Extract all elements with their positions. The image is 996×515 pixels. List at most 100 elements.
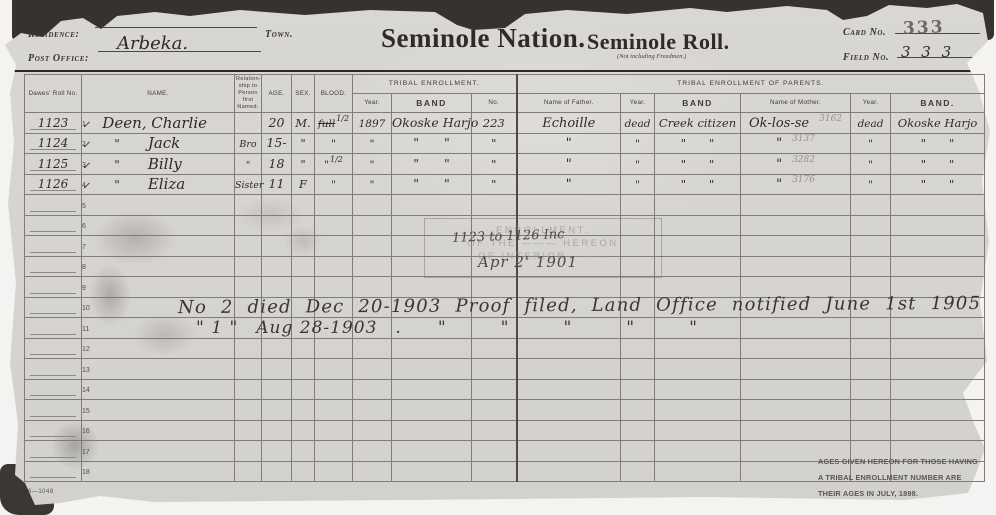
page-subtitle: Seminole Roll. <box>587 29 730 54</box>
cell-enroll-band <box>391 276 472 298</box>
cell-father-name: " <box>515 153 622 175</box>
cell-relationship <box>234 112 262 134</box>
cell-age <box>261 440 292 462</box>
cell-mother-name <box>740 419 852 441</box>
cell-enroll-year <box>352 214 392 236</box>
cell-sex <box>291 276 315 298</box>
cell-enroll-band <box>391 440 472 462</box>
field-no-value: 3 3 3 <box>901 43 955 61</box>
cell-sex <box>291 194 315 216</box>
col-header-father-band: BAND <box>654 93 742 113</box>
cell-enroll-year <box>352 235 392 257</box>
cell-enroll-band: Okoske Harjo <box>391 112 478 134</box>
cell-mother-year: " <box>850 132 892 154</box>
cell-relationship: Bro <box>234 132 262 154</box>
cell-father-name <box>515 194 622 216</box>
cell-name: 3✓ " Billy <box>81 153 235 175</box>
row-number: 2 <box>82 141 86 148</box>
row-number: 15 <box>82 407 90 415</box>
col-header-name: NAME. <box>81 74 235 113</box>
cell-name: 15 <box>81 399 235 421</box>
cell-blood <box>314 276 353 298</box>
cell-enroll-no <box>470 460 518 482</box>
table-row: 11 <box>24 317 986 339</box>
cell-enroll-no <box>470 194 518 216</box>
card-no-value: 333 <box>902 17 945 39</box>
cell-father-name: " <box>515 173 622 195</box>
cell-mother-name <box>740 358 852 380</box>
cell-dawes-roll-no <box>24 255 82 277</box>
roll-table: Dawes' Roll No. NAME. Relation-ship to P… <box>24 74 986 482</box>
row-number: 4 <box>82 182 86 189</box>
col-group-tribal-enrollment: TRIBAL ENROLLMENT. <box>351 74 518 94</box>
cell-mother-name <box>740 337 852 359</box>
cell-enroll-band <box>391 419 472 441</box>
cell-mother-band <box>890 378 986 400</box>
cell-sex <box>291 235 315 257</box>
cell-mother-year: " <box>850 173 892 195</box>
cell-enroll-no <box>470 419 518 441</box>
form-number: 6—1048 <box>28 489 54 495</box>
cell-father-band: " " <box>654 173 742 195</box>
cell-name: 16 <box>81 419 235 441</box>
cell-father-band <box>654 440 742 462</box>
row-number: 11 <box>82 325 90 333</box>
cell-enroll-band: " " <box>391 132 472 154</box>
row-number: 9 <box>82 284 86 292</box>
cell-age <box>261 399 292 421</box>
cell-name: 14 <box>81 378 235 400</box>
col-header-father-year: Year. <box>620 93 656 113</box>
cell-enroll-no: " <box>470 132 518 154</box>
cell-sex: " <box>291 153 315 175</box>
cell-name: 8 <box>81 255 235 277</box>
cell-age <box>261 358 292 380</box>
ages-stamp-line: THEIR AGES IN JULY, 1898. <box>818 489 919 498</box>
cell-father-name <box>515 399 622 421</box>
table-row: 1123 1✓ Deen, Charlie 20 M. full1/2 1897 Okoske… <box>24 112 986 134</box>
cell-enroll-year <box>352 337 392 359</box>
cell-relationship: Sister <box>234 173 263 195</box>
row-number: 16 <box>82 428 90 435</box>
cell-father-year <box>620 460 656 482</box>
cell-age: 20 <box>261 112 292 134</box>
cell-mother-band: " " <box>890 132 986 154</box>
cell-blood <box>314 378 353 400</box>
enrollment-approval-stamp: ENROLLMENT. OF THE ——— HEREON OF INTERIO… <box>424 218 662 278</box>
cell-dawes-roll-no: 1124 <box>24 132 82 154</box>
cell-name: 18 <box>81 460 235 482</box>
cell-age <box>261 255 292 277</box>
cell-name: 9 <box>81 276 235 298</box>
field-no-label: Field No. <box>843 52 890 63</box>
cell-father-name <box>515 358 622 380</box>
col-header-sex: SEX. <box>291 74 315 113</box>
cell-sex <box>291 337 315 359</box>
ages-stamp-line: A TRIBAL ENROLLMENT NUMBER ARE <box>818 473 962 482</box>
cell-relationship <box>234 378 262 400</box>
cell-dawes-roll-no: 1126 <box>24 173 82 195</box>
cell-enroll-year: " <box>352 153 392 175</box>
cell-blood: " <box>314 173 353 195</box>
cell-mother-band <box>890 235 986 257</box>
cell-enroll-year: " <box>352 173 392 195</box>
cell-enroll-year <box>352 460 392 482</box>
post-office-line <box>98 51 261 52</box>
col-header-blood: BLOOD. <box>314 74 353 113</box>
cell-age: 18 <box>261 153 292 175</box>
cell-father-name <box>515 460 622 482</box>
cell-mother-year <box>850 419 892 441</box>
cell-enroll-year <box>352 399 392 421</box>
col-header-relationship: Relation-ship to Person first Named. <box>234 74 262 113</box>
cell-enroll-no <box>470 399 518 421</box>
cell-name: 5 <box>81 194 235 216</box>
cell-enroll-year: 1897 <box>352 112 392 134</box>
cell-mother-band <box>890 419 986 441</box>
cell-sex <box>291 399 315 421</box>
cell-enroll-band <box>391 399 472 421</box>
cell-mother-band <box>890 337 986 359</box>
card-no-line <box>895 33 980 34</box>
cell-father-name <box>515 419 622 441</box>
ages-stamp-line: AGES GIVEN HEREON FOR THOSE HAVING <box>818 457 978 466</box>
cell-father-band <box>654 378 742 400</box>
table-row: 16 <box>24 419 986 441</box>
cell-dawes-roll-no <box>24 419 82 441</box>
